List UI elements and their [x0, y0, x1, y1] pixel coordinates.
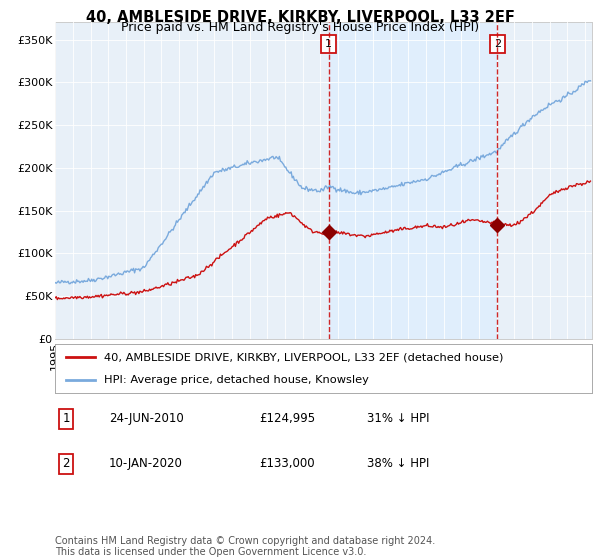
Text: 1: 1: [325, 39, 332, 49]
Text: 40, AMBLESIDE DRIVE, KIRKBY, LIVERPOOL, L33 2EF: 40, AMBLESIDE DRIVE, KIRKBY, LIVERPOOL, …: [86, 10, 514, 25]
Text: 2: 2: [62, 457, 70, 470]
Text: 1: 1: [62, 412, 70, 426]
Text: Contains HM Land Registry data © Crown copyright and database right 2024.
This d: Contains HM Land Registry data © Crown c…: [55, 535, 436, 557]
Text: 2: 2: [494, 39, 501, 49]
Bar: [329, 22, 497, 339]
Text: 40, AMBLESIDE DRIVE, KIRKBY, LIVERPOOL, L33 2EF (detached house): 40, AMBLESIDE DRIVE, KIRKBY, LIVERPOOL, …: [104, 352, 503, 362]
Text: 24-JUN-2010: 24-JUN-2010: [109, 412, 184, 426]
Text: Price paid vs. HM Land Registry's House Price Index (HPI): Price paid vs. HM Land Registry's House …: [121, 21, 479, 34]
Text: HPI: Average price, detached house, Knowsley: HPI: Average price, detached house, Know…: [104, 375, 368, 385]
Text: 31% ↓ HPI: 31% ↓ HPI: [367, 412, 429, 426]
Text: £124,995: £124,995: [259, 412, 316, 426]
Text: 10-JAN-2020: 10-JAN-2020: [109, 457, 183, 470]
Text: 38% ↓ HPI: 38% ↓ HPI: [367, 457, 429, 470]
Text: £133,000: £133,000: [259, 457, 315, 470]
